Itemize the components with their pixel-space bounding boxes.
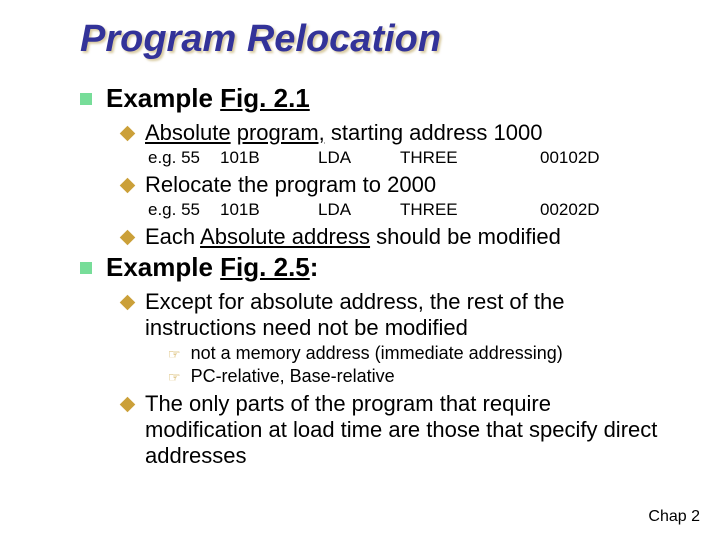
footer-text: Chap 2	[648, 508, 700, 526]
code-col-c4: 00202D	[540, 200, 630, 220]
level2-text: Each Absolute address should be modified	[145, 224, 561, 250]
level3-text: PC-relative, Base-relative	[191, 366, 395, 387]
diamond-bullet-icon	[120, 178, 136, 194]
slide-title: Program Relocation	[80, 18, 660, 61]
level2-item: Each Absolute address should be modified	[122, 224, 660, 250]
level1-text: Example Fig. 2.1	[106, 83, 310, 114]
code-example-line: e.g. 55101BLDATHREE00102D	[148, 148, 660, 168]
level2-text: Relocate the program to 2000	[145, 172, 436, 198]
level2-text: The only parts of the program that requi…	[145, 391, 660, 469]
level1-item: Example Fig. 2.1	[80, 83, 660, 114]
level1-text: Example Fig. 2.5:	[106, 252, 318, 283]
level1-item: Example Fig. 2.5:	[80, 252, 660, 283]
square-bullet-icon	[80, 93, 92, 105]
slide-container: Program Relocation Example Fig. 2.1 Absol…	[0, 0, 720, 491]
level2-item: Except for absolute address, the rest of…	[122, 289, 660, 341]
diamond-bullet-icon	[120, 230, 136, 246]
level3-text: not a memory address (immediate addressi…	[191, 343, 563, 364]
level3-item: ☞ PC-relative, Base-relative	[168, 366, 660, 387]
diamond-bullet-icon	[120, 397, 136, 413]
level2-item: Relocate the program to 2000	[122, 172, 660, 198]
level2-text: Absolute program, starting address 1000	[145, 120, 543, 146]
square-bullet-icon	[80, 262, 92, 274]
diamond-bullet-icon	[120, 295, 136, 311]
code-col-eg: e.g. 55	[148, 148, 220, 168]
code-col-c1: 101B	[220, 148, 318, 168]
code-col-c2: LDA	[318, 200, 400, 220]
level3-item: ☞ not a memory address (immediate address…	[168, 343, 660, 364]
slide-content: Example Fig. 2.1 Absolute program, starti…	[80, 83, 660, 469]
code-example-line: e.g. 55101BLDATHREE00202D	[148, 200, 660, 220]
arrow-bullet-icon: ☞	[168, 346, 181, 363]
diamond-bullet-icon	[120, 126, 136, 142]
arrow-bullet-icon: ☞	[168, 369, 181, 386]
code-col-c3: THREE	[400, 200, 540, 220]
code-col-c2: LDA	[318, 148, 400, 168]
level2-item: Absolute program, starting address 1000	[122, 120, 660, 146]
code-col-c1: 101B	[220, 200, 318, 220]
code-col-eg: e.g. 55	[148, 200, 220, 220]
level2-text: Except for absolute address, the rest of…	[145, 289, 660, 341]
level2-item: The only parts of the program that requi…	[122, 391, 660, 469]
code-col-c3: THREE	[400, 148, 540, 168]
code-col-c4: 00102D	[540, 148, 630, 168]
